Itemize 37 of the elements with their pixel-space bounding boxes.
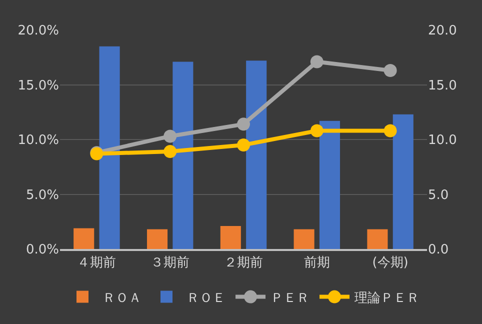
point: [237, 118, 250, 131]
point: [164, 145, 177, 158]
legend-label: ＲＯＥ: [186, 290, 226, 306]
legend-label: ＰＥＲ: [270, 290, 310, 306]
bar: [294, 229, 314, 249]
bar: [319, 120, 340, 249]
point: [384, 64, 397, 78]
x-tick-label: ３期前: [150, 256, 190, 271]
bar: [392, 114, 414, 249]
legend-label: ＲＯＡ: [102, 290, 142, 306]
point: [237, 138, 250, 152]
y2-tick-label: 0.0: [428, 242, 449, 258]
y2-tick-label: 15.0: [428, 78, 457, 94]
x-tick-label: ４期前: [77, 256, 116, 271]
y-tick-label: 20.0%: [18, 24, 59, 39]
x-tick-label: (今期): [372, 256, 408, 271]
bar: [220, 226, 241, 249]
bar: [146, 229, 168, 249]
legend-label: 理論ＰＥＲ: [354, 290, 420, 306]
y2-tick-label: 20.0: [428, 24, 457, 39]
y2-tick-label: 5.0: [428, 188, 449, 203]
point: [310, 124, 324, 138]
y-tick-label: 15.0%: [18, 78, 59, 94]
bar: [74, 228, 94, 249]
y2-tick-label: 10.0: [428, 133, 457, 148]
y-tick-label: 0.0%: [26, 242, 59, 258]
point: [384, 124, 397, 138]
y-tick-label: 5.0%: [26, 188, 59, 203]
x-tick-label: ２期前: [224, 256, 263, 271]
y-tick-label: 10.0%: [18, 133, 59, 148]
point: [310, 55, 324, 68]
x-tick-label: 前期: [304, 256, 330, 271]
bar: [367, 229, 388, 249]
point: [164, 130, 177, 143]
bar: [172, 62, 194, 249]
bar: [246, 60, 267, 249]
bar: [99, 46, 120, 249]
